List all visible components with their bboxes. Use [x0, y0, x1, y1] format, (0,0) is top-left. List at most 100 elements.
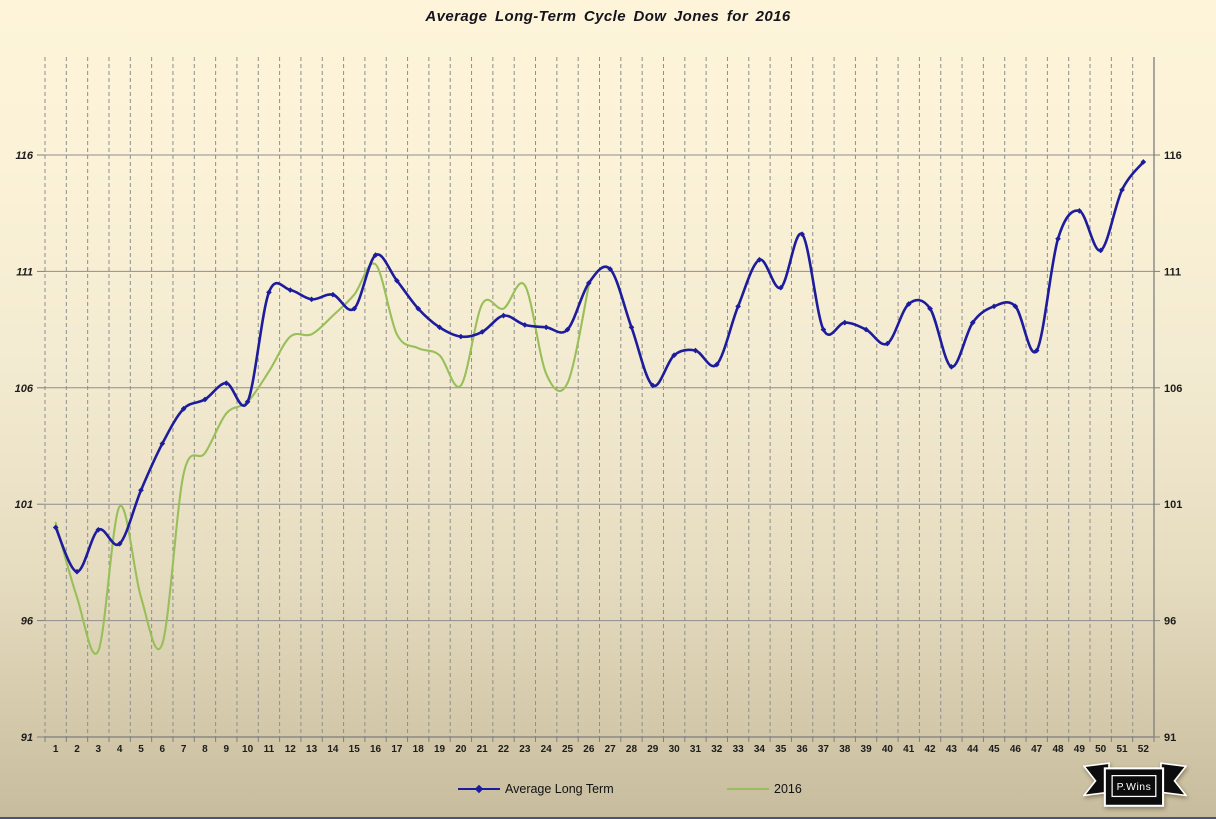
- x-tick-label: 20: [455, 744, 467, 755]
- data-point-marker: [116, 540, 123, 547]
- ribbon-inner-frame: [1111, 775, 1157, 798]
- data-point-marker: [202, 396, 208, 403]
- data-point-marker: [799, 231, 805, 237]
- x-tick-label: 34: [754, 744, 766, 755]
- chart-legend: Average Long Term 2016: [0, 782, 1216, 798]
- data-point-marker: [522, 322, 528, 328]
- axis-lines: [45, 57, 1155, 738]
- x-tick-label: 48: [1052, 744, 1064, 755]
- y-tick-label-right: 116: [1164, 150, 1182, 162]
- x-tick-label: 39: [861, 744, 873, 755]
- ribbon-left-wing: [1083, 762, 1110, 797]
- x-tick-label: 33: [733, 744, 745, 755]
- y-axis-labels-right: 91 96 101 106 111 116: [1164, 150, 1182, 744]
- legend-item-average-long-term: Average Long Term: [458, 782, 614, 796]
- x-tick-label: 6: [160, 744, 166, 755]
- data-point-marker: [372, 252, 379, 258]
- x-axis-labels: 1 2 3 4 5 6 7 8 9 10 11 12 13 14 15 16 17 18 19 20 21 22 23 24 2…: [53, 744, 1149, 755]
- x-tick-label: 22: [498, 744, 510, 755]
- data-point-marker: [159, 440, 166, 447]
- ribbon-center-panel: [1103, 767, 1165, 807]
- legend-line-sample-blue: [458, 784, 500, 793]
- x-tick-label: 28: [626, 744, 638, 755]
- data-point-marker: [948, 364, 955, 370]
- y-tick-label-right: 101: [1164, 499, 1182, 511]
- legend-item-2016: 2016: [727, 782, 802, 796]
- x-tick-label: 37: [818, 744, 830, 755]
- data-point-marker: [991, 303, 997, 310]
- x-tick-label: 21: [477, 744, 489, 755]
- x-tick-label: 24: [541, 744, 553, 755]
- data-point-marker: [52, 524, 59, 531]
- x-tick-label: 51: [1116, 744, 1128, 755]
- page-title: Average Long-Term Cycle Dow Jones for 20…: [425, 8, 791, 25]
- data-point-marker: [1097, 247, 1104, 254]
- data-point-marker: [777, 284, 784, 291]
- legend-marker-diamond-icon: [474, 784, 484, 793]
- x-tick-label: 19: [434, 744, 446, 755]
- legend-line-sample-green: [727, 787, 769, 791]
- data-point-marker: [266, 289, 272, 296]
- x-tick-label: 41: [903, 744, 915, 755]
- data-point-marker: [927, 305, 933, 312]
- data-point-marker: [735, 303, 741, 310]
- data-point-marker: [500, 312, 507, 319]
- data-point-marker: [756, 256, 763, 263]
- data-point-marker: [586, 280, 592, 286]
- axis-ticks: [37, 154, 1160, 742]
- x-tick-label: 26: [583, 744, 595, 755]
- x-tick-label: 8: [202, 744, 208, 755]
- data-point-marker: [1076, 208, 1083, 214]
- data-point-marker: [884, 340, 891, 347]
- x-tick-label: 44: [967, 744, 979, 755]
- data-point-marker: [564, 326, 571, 333]
- data-point-marker: [415, 305, 422, 312]
- data-point-marker: [95, 526, 102, 533]
- x-tick-label: 35: [775, 744, 787, 755]
- series-average-long-term: [52, 159, 1147, 575]
- x-tick-label: 11: [264, 744, 275, 755]
- x-tick-label: 14: [327, 744, 339, 755]
- data-point-marker: [351, 305, 358, 312]
- data-point-marker: [308, 296, 315, 303]
- x-tick-label: 31: [690, 744, 702, 755]
- data-point-marker: [607, 266, 613, 272]
- legend-label: Average Long Term: [505, 782, 614, 796]
- data-point-marker: [543, 324, 550, 331]
- data-point-marker: [287, 287, 294, 293]
- x-tick-label: 49: [1074, 744, 1086, 755]
- y-tick-label-left: 111: [16, 266, 33, 278]
- y-tick-label-right: 106: [1164, 383, 1182, 395]
- x-tick-label: 42: [925, 744, 937, 755]
- pwins-ribbon-logo: P.Wins: [1083, 762, 1187, 807]
- x-tick-label: 13: [306, 744, 318, 755]
- x-tick-label: 46: [1010, 744, 1022, 755]
- data-point-marker: [394, 277, 400, 284]
- ribbon-right-wing: [1160, 762, 1187, 797]
- x-tick-label: 5: [138, 744, 144, 755]
- series-2016: [54, 262, 590, 655]
- data-point-marker: [1033, 347, 1040, 354]
- x-tick-label: 1: [53, 744, 59, 755]
- grid-vertical-lines: [44, 57, 1155, 737]
- data-point-marker: [458, 333, 464, 340]
- x-tick-label: 36: [797, 744, 809, 755]
- x-tick-label: 43: [946, 744, 958, 755]
- y-axis-labels-left: 91 96 101 106 111 116: [15, 150, 34, 744]
- data-point-marker: [841, 319, 848, 326]
- y-tick-label-right: 96: [1164, 616, 1176, 628]
- data-point-marker: [244, 398, 251, 405]
- data-point-marker: [692, 347, 699, 354]
- x-tick-label: 25: [562, 744, 574, 755]
- x-tick-label: 15: [349, 744, 361, 755]
- x-tick-label: 32: [711, 744, 723, 755]
- y-tick-label-right: 91: [1164, 732, 1176, 744]
- data-point-marker: [820, 326, 827, 333]
- x-tick-label: 40: [882, 744, 894, 755]
- x-tick-label: 30: [669, 744, 681, 755]
- data-point-marker: [436, 324, 443, 331]
- x-tick-label: 18: [413, 744, 425, 755]
- data-point-marker: [1055, 235, 1061, 242]
- data-point-marker: [628, 324, 635, 331]
